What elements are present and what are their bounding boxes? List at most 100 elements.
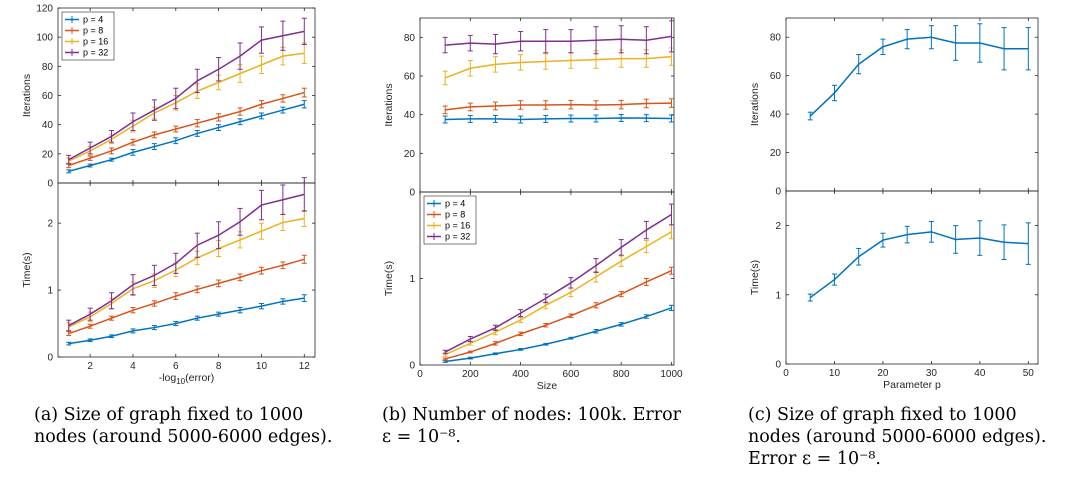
y-tick-label: 40 <box>404 110 416 121</box>
series-line <box>68 297 305 345</box>
y-tick-label: 40 <box>42 120 54 131</box>
caption-b: (b) Number of nodes: 100k. Error ε = 10⁻… <box>382 404 702 448</box>
series-p=16 <box>66 209 307 332</box>
series-line <box>809 231 1029 299</box>
panel-b-top: 0 20 40 60 80 Iterations <box>383 17 675 199</box>
y-tick-label: 2 <box>775 221 781 232</box>
series-line <box>445 307 672 363</box>
caption-c-line-3: Error ε = 10⁻⁸. <box>748 449 881 469</box>
caption-a: (a) Size of graph fixed to 1000 nodes (a… <box>34 404 334 448</box>
series-line <box>68 217 305 328</box>
legend-label: p = 4 <box>83 15 103 25</box>
y-tick-label: 100 <box>36 33 53 44</box>
y-tick-label: 20 <box>404 149 416 160</box>
panel-c-bottom: 0 10 20 30 40 50 0 1 2 Time(s) Parameter p <box>749 190 1039 391</box>
legend-label: p = 8 <box>445 210 465 220</box>
x-axis-label: -log10(error) <box>159 372 215 386</box>
series-p=4 <box>442 113 674 124</box>
series-line <box>444 213 672 353</box>
caption-b-line-1: (b) Number of nodes: 100k. Error <box>382 405 682 425</box>
y-tick-label: 80 <box>42 62 54 73</box>
x-tick-label: 400 <box>512 369 529 380</box>
caption-c-line-1: (c) Size of graph fixed to 1000 <box>748 405 1017 425</box>
series-line <box>444 55 672 79</box>
series-p=16 <box>442 47 674 86</box>
series-line <box>445 35 672 46</box>
x-tick-label: 1000 <box>660 369 683 380</box>
series-p=8 <box>442 98 674 115</box>
y-tick-label: 60 <box>770 71 782 82</box>
panel-c-top: 0 20 40 60 80 Iterations <box>749 17 1039 198</box>
y-tick-label: 80 <box>770 33 782 44</box>
caption-a-line-2: nodes (around 5000-6000 edges). <box>34 427 333 447</box>
axes-box <box>785 190 1039 365</box>
series-p=16 <box>66 42 307 165</box>
x-tick-label: 0 <box>417 369 423 380</box>
y-tick-label: 0 <box>47 353 53 364</box>
y-tick-label: 20 <box>42 149 54 160</box>
y-axis-label: Time(s) <box>383 261 395 296</box>
x-tick-label: 800 <box>613 369 630 380</box>
caption-a-line-1: (a) Size of graph fixed to 1000 <box>34 405 304 425</box>
series-p <box>807 220 1031 302</box>
x-tick-label: 30 <box>926 368 938 379</box>
y-tick-label: 60 <box>404 72 416 83</box>
legend-label: p = 16 <box>83 37 108 47</box>
y-tick-label: 1 <box>775 290 781 301</box>
legend-label: p = 8 <box>83 26 103 36</box>
legend: p = 4p = 8p = 16p = 32 <box>423 195 477 245</box>
series-p=32 <box>66 17 307 165</box>
series-p=32 <box>66 177 307 332</box>
x-tick-label: 8 <box>216 361 222 372</box>
x-tick-label: 12 <box>299 361 311 372</box>
series-p=4 <box>442 304 674 363</box>
y-tick-label: 120 <box>36 4 53 15</box>
y-tick-label: 1 <box>47 286 53 297</box>
legend: p = 4p = 8p = 16p = 32 <box>61 11 115 61</box>
series-line <box>444 231 672 356</box>
x-tick-label: 10 <box>256 361 268 372</box>
legend-label: p = 4 <box>445 199 465 209</box>
panel-b-bottom: 0 200 400 600 800 1000 0 1 Time(s) Size p = 4p = 8… <box>383 191 683 392</box>
caption-c-line-2: nodes (around 5000-6000 edges). <box>748 427 1047 447</box>
series-line <box>445 102 672 111</box>
y-tick-label: 1 <box>409 274 415 285</box>
y-tick-label: 60 <box>42 91 54 102</box>
series-p=4 <box>66 294 307 346</box>
legend-label: p = 32 <box>445 232 470 242</box>
y-axis-label: Iterations <box>749 83 761 126</box>
series-line <box>444 270 672 360</box>
panel-a-top: 0 20 40 60 80 100 120 Iterations p = 4p = 8p = 1… <box>21 4 316 190</box>
series-p=32 <box>442 203 674 355</box>
x-axis-label: Parameter p <box>883 379 941 391</box>
x-tick-label: 20 <box>877 368 889 379</box>
axes-box <box>57 182 316 358</box>
series-line <box>809 36 1029 117</box>
legend-label: p = 32 <box>83 48 108 58</box>
x-tick-label: 40 <box>974 368 986 379</box>
x-tick-label: 2 <box>87 361 93 372</box>
y-axis-label: Iterations <box>21 74 33 117</box>
series-p=8 <box>66 87 307 169</box>
caption-c: (c) Size of graph fixed to 1000 nodes (a… <box>748 404 1058 470</box>
series-line <box>68 103 305 173</box>
y-tick-label: 0 <box>409 361 415 372</box>
series-p=32 <box>442 20 674 55</box>
series-line <box>68 258 305 335</box>
x-tick-label: 50 <box>1023 368 1035 379</box>
x-tick-label: 600 <box>563 369 580 380</box>
legend-label: p = 16 <box>445 221 470 231</box>
y-tick-label: 80 <box>404 33 416 44</box>
y-tick-label: 0 <box>47 179 53 190</box>
y-axis-label: Time(s) <box>21 252 33 287</box>
y-tick-label: 0 <box>775 360 781 371</box>
x-axis-label: Size <box>537 380 558 392</box>
series-p <box>807 23 1031 121</box>
caption-b-line-2: ε = 10⁻⁸. <box>382 427 461 447</box>
series-line <box>68 30 305 161</box>
y-tick-label: 20 <box>770 148 782 159</box>
y-axis-label: Iterations <box>383 83 395 126</box>
y-tick-label: 2 <box>47 219 53 230</box>
